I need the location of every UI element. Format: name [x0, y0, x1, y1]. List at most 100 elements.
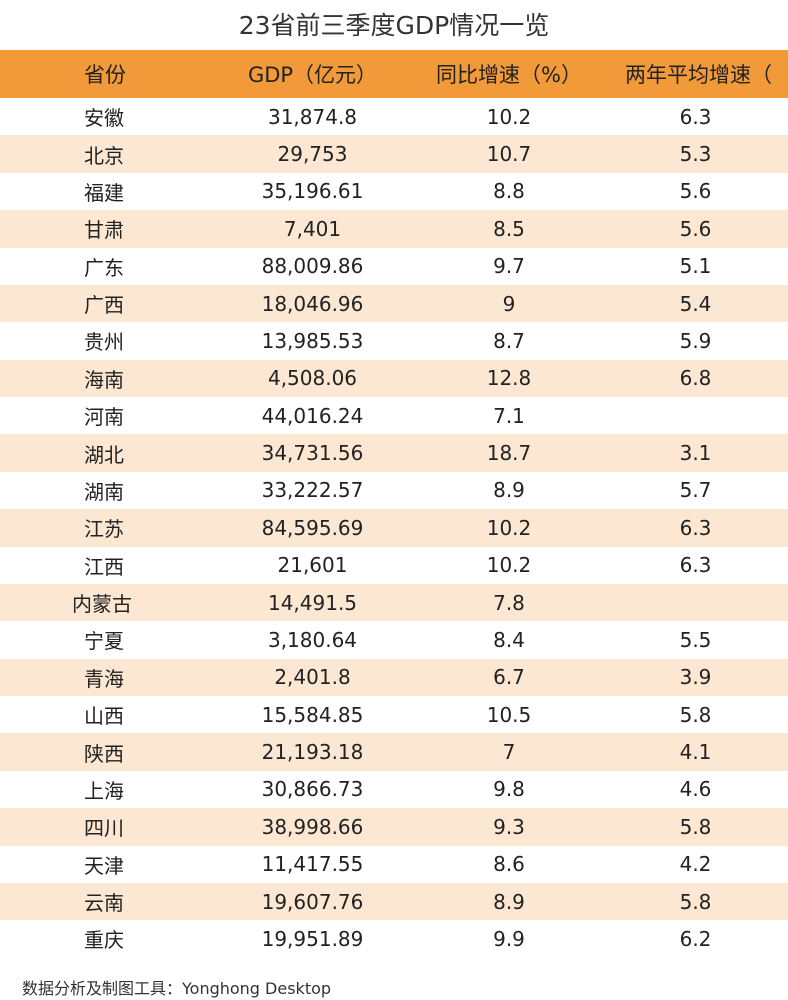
column-header-province: 省份 — [84, 63, 126, 87]
cell-province: 湖北 — [84, 442, 124, 467]
cell-gdp: 38,998.66 — [261, 814, 364, 839]
cell-two-year-avg-growth: 5.8 — [679, 702, 712, 727]
cell-yoy-growth: 10.2 — [486, 104, 532, 129]
cell-province: 江西 — [84, 554, 124, 579]
cell-two-year-avg-growth: 3.1 — [679, 441, 712, 466]
cell-gdp: 2,401.8 — [274, 665, 351, 690]
cell-gdp: 31,874.8 — [267, 104, 358, 129]
table-row: 云南 19,607.76 8.9 5.8 — [0, 882, 788, 921]
cell-yoy-growth: 9.3 — [493, 814, 525, 839]
cell-yoy-growth: 8.6 — [493, 852, 525, 877]
cell-yoy-growth: 8.5 — [493, 216, 525, 241]
cell-province: 福建 — [84, 180, 124, 205]
cell-yoy-growth: 8.9 — [493, 889, 525, 914]
cell-province: 河南 — [84, 405, 124, 430]
cell-province: 青海 — [84, 666, 124, 691]
cell-province: 重庆 — [84, 928, 124, 953]
cell-yoy-growth: 7 — [502, 740, 516, 765]
cell-province: 宁夏 — [84, 629, 124, 654]
cell-two-year-avg-growth: 6.3 — [679, 104, 712, 129]
cell-gdp: 19,951.89 — [261, 926, 364, 951]
cell-two-year-avg-growth: 4.6 — [679, 777, 712, 802]
cell-gdp: 21,193.18 — [261, 740, 364, 765]
table-row: 四川 38,998.66 9.3 5.8 — [0, 808, 788, 846]
table-row: 山西 15,584.85 10.5 5.8 — [0, 696, 788, 733]
table-row: 上海 30,866.73 9.8 4.6 — [0, 771, 788, 808]
cell-two-year-avg-growth: 5.1 — [679, 254, 712, 279]
cell-gdp: 13,985.53 — [261, 328, 364, 353]
cell-yoy-growth: 8.4 — [493, 627, 525, 652]
cell-province: 四川 — [84, 816, 124, 841]
cell-two-year-avg-growth: 5.6 — [679, 179, 712, 204]
gdp-table: 省份 GDP（亿元） 同比增速（%） 两年平均增速（ 安徽 31,874.8 10.… — [0, 50, 788, 958]
cell-yoy-growth: 8.8 — [493, 179, 525, 204]
cell-gdp: 19,607.76 — [261, 889, 364, 914]
table-row: 甘肃 7,401 8.5 5.6 — [0, 210, 788, 248]
column-header-two-year-avg-growth: 两年平均增速（ — [625, 63, 772, 87]
cell-province: 湖南 — [84, 479, 124, 504]
cell-yoy-growth: 7.8 — [493, 590, 525, 615]
header-row: 省份 GDP（亿元） 同比增速（%） 两年平均增速（ — [0, 50, 788, 98]
cell-gdp: 34,731.56 — [261, 441, 364, 466]
chart-title: 23省前三季度GDP情况一览 — [238, 11, 550, 40]
cell-yoy-growth: 6.7 — [493, 665, 525, 690]
cell-two-year-avg-growth: 5.3 — [679, 142, 712, 167]
table-row: 陕西 21,193.18 7 4.1 — [0, 733, 788, 771]
table-row: 海南 4,508.06 12.8 6.8 — [0, 359, 788, 397]
column-header-gdp: GDP（亿元） — [247, 63, 378, 87]
cell-two-year-avg-growth: 5.7 — [679, 478, 712, 503]
cell-yoy-growth: 10.2 — [486, 553, 532, 578]
cell-yoy-growth: 10.2 — [486, 515, 532, 540]
cell-gdp: 3,180.64 — [267, 627, 358, 652]
table-row: 宁夏 3,180.64 8.4 5.5 — [0, 621, 788, 658]
table-header: 省份 GDP（亿元） 同比增速（%） 两年平均增速（ — [0, 50, 788, 98]
cell-province: 海南 — [84, 367, 124, 392]
table-row: 贵州 13,985.53 8.7 5.9 — [0, 322, 788, 359]
table-row: 广西 18,046.96 9 5.4 — [0, 284, 788, 323]
cell-yoy-growth: 12.8 — [486, 366, 532, 391]
cell-gdp: 33,222.57 — [261, 478, 364, 503]
cell-yoy-growth: 9.8 — [493, 777, 525, 802]
cell-yoy-growth: 8.9 — [493, 478, 525, 503]
cell-gdp: 7,401 — [283, 216, 342, 241]
table-row: 河南 44,016.24 7.1 — [0, 397, 788, 434]
cell-province: 内蒙古 — [72, 592, 132, 617]
cell-province: 江苏 — [84, 517, 124, 542]
cell-two-year-avg-growth: 5.8 — [679, 814, 712, 839]
cell-yoy-growth: 10.7 — [486, 142, 532, 167]
cell-yoy-growth: 9.9 — [493, 926, 525, 951]
table-row: 北京 29,753 10.7 5.3 — [0, 135, 788, 173]
cell-gdp: 30,866.73 — [261, 777, 364, 802]
table-row: 安徽 31,874.8 10.2 6.3 — [0, 98, 788, 135]
cell-province: 云南 — [84, 891, 124, 916]
cell-two-year-avg-growth: 6.8 — [679, 366, 712, 391]
table-row: 江苏 84,595.69 10.2 6.3 — [0, 509, 788, 547]
cell-two-year-avg-growth: 5.9 — [679, 328, 712, 353]
column-header-yoy-growth: 同比增速（%） — [436, 63, 582, 87]
cell-gdp: 21,601 — [277, 553, 348, 578]
cell-yoy-growth: 8.7 — [493, 328, 525, 353]
table-body: 安徽 31,874.8 10.2 6.3 北京 29,753 10.7 5.3 福建 35,196… — [0, 98, 788, 958]
footer-source: 数据分析及制图工具：Yonghong Desktop — [22, 979, 332, 998]
table-row: 青海 2,401.8 6.7 3.9 — [0, 658, 788, 696]
cell-gdp: 35,196.61 — [261, 179, 364, 204]
cell-province: 甘肃 — [84, 218, 124, 243]
cell-province: 广东 — [84, 255, 124, 280]
cell-two-year-avg-growth: 3.9 — [679, 665, 712, 690]
cell-two-year-avg-growth: 5.4 — [679, 291, 712, 316]
cell-two-year-avg-growth — [603, 397, 788, 434]
cell-two-year-avg-growth: 5.5 — [679, 627, 712, 652]
cell-province: 山西 — [84, 704, 124, 729]
table-row: 内蒙古 14,491.5 7.8 — [0, 583, 788, 622]
table-row: 江西 21,601 10.2 6.3 — [0, 547, 788, 584]
table-row: 湖北 34,731.56 18.7 3.1 — [0, 434, 788, 472]
cell-two-year-avg-growth: 4.2 — [679, 852, 712, 877]
table-row: 重庆 19,951.89 9.9 6.2 — [0, 920, 788, 957]
cell-gdp: 15,584.85 — [261, 702, 364, 727]
cell-gdp: 44,016.24 — [261, 403, 364, 428]
cell-two-year-avg-growth: 6.2 — [679, 926, 712, 951]
cell-province: 天津 — [84, 853, 124, 878]
cell-yoy-growth: 9.7 — [493, 254, 525, 279]
cell-province: 贵州 — [84, 330, 124, 355]
cell-two-year-avg-growth: 4.1 — [679, 740, 712, 765]
